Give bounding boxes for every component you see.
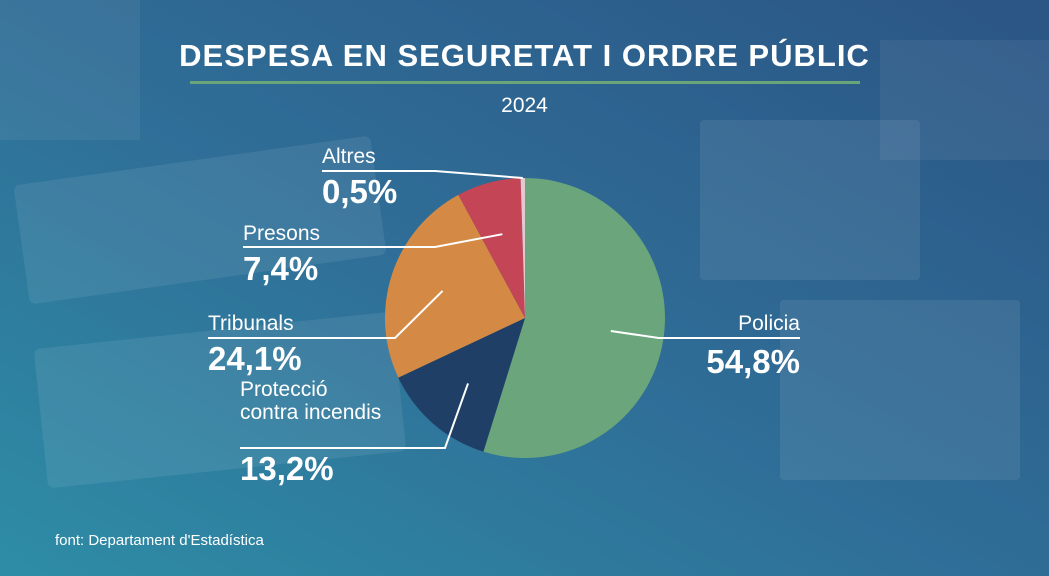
slice-value-tribunals: 24,1% (208, 340, 302, 377)
slice-label-tribunals: Tribunals (208, 312, 294, 335)
pie-slice-proteccio-contra-incendis (398, 318, 525, 452)
pie-slice-presons (458, 178, 525, 318)
slice-value-presons: 7,4% (243, 250, 318, 287)
leader-line-proteccio-contra-incendis (240, 383, 469, 449)
slice-label-policia: Policia (738, 312, 800, 335)
pie-slice-policia (483, 178, 666, 458)
slice-label-proteccio-contra-incendis: Protecció contra incendis (240, 378, 381, 424)
leader-line-presons (243, 233, 503, 248)
chart-subtitle: 2024 (501, 94, 548, 117)
pie-slice-altres (520, 178, 525, 318)
slice-labels: Policia 54,8% Protecció contra incendis 13,2… (208, 145, 800, 487)
source-note: font: Departament d'Estadística (55, 532, 264, 549)
leader-line-tribunals (208, 290, 444, 339)
slice-value-policia: 54,8% (706, 343, 800, 380)
chart-title: DESPESA EN SEGURETAT I ORDRE PÚBLIC (179, 38, 870, 73)
title-underline (190, 81, 860, 84)
pie-slices (385, 178, 666, 458)
pie-slice-tribunals (385, 194, 525, 378)
leader-lines (208, 170, 800, 449)
slice-value-proteccio-contra-incendis: 13,2% (240, 450, 334, 487)
slice-value-altres: 0,5% (322, 173, 397, 210)
leader-line-altres (322, 170, 523, 180)
slice-label-altres: Altres (322, 145, 376, 168)
leader-line-policia (610, 330, 800, 339)
slice-label-presons: Presons (243, 222, 320, 245)
